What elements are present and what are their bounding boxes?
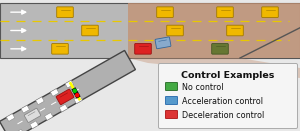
Bar: [65, 80, 74, 88]
FancyBboxPatch shape: [135, 43, 151, 54]
Bar: [50, 89, 59, 96]
FancyBboxPatch shape: [212, 43, 228, 54]
Text: Control Examples: Control Examples: [181, 70, 275, 80]
FancyBboxPatch shape: [262, 7, 278, 17]
FancyBboxPatch shape: [57, 7, 73, 17]
FancyBboxPatch shape: [82, 25, 98, 36]
Bar: [21, 105, 29, 113]
Bar: [15, 129, 24, 131]
Bar: [6, 114, 15, 121]
Circle shape: [73, 89, 76, 92]
Bar: [44, 113, 53, 120]
FancyBboxPatch shape: [56, 89, 74, 105]
Bar: [36, 97, 44, 105]
Bar: [59, 104, 68, 112]
FancyBboxPatch shape: [158, 64, 298, 129]
Text: Deceleration control: Deceleration control: [182, 111, 264, 119]
FancyBboxPatch shape: [166, 111, 178, 119]
FancyBboxPatch shape: [217, 7, 233, 17]
Text: Acceleration control: Acceleration control: [182, 97, 263, 105]
FancyBboxPatch shape: [166, 97, 178, 105]
FancyBboxPatch shape: [24, 108, 41, 122]
FancyBboxPatch shape: [155, 37, 171, 49]
Bar: [72, 88, 80, 98]
Polygon shape: [128, 3, 300, 58]
FancyBboxPatch shape: [167, 25, 183, 36]
Bar: [30, 121, 38, 129]
Bar: [74, 96, 82, 104]
Text: No control: No control: [182, 83, 224, 91]
Polygon shape: [0, 50, 135, 131]
Circle shape: [76, 94, 79, 97]
FancyBboxPatch shape: [166, 83, 178, 91]
Bar: [0, 3, 300, 58]
Polygon shape: [128, 58, 300, 78]
FancyBboxPatch shape: [227, 25, 243, 36]
FancyBboxPatch shape: [157, 7, 173, 17]
FancyBboxPatch shape: [52, 43, 68, 54]
